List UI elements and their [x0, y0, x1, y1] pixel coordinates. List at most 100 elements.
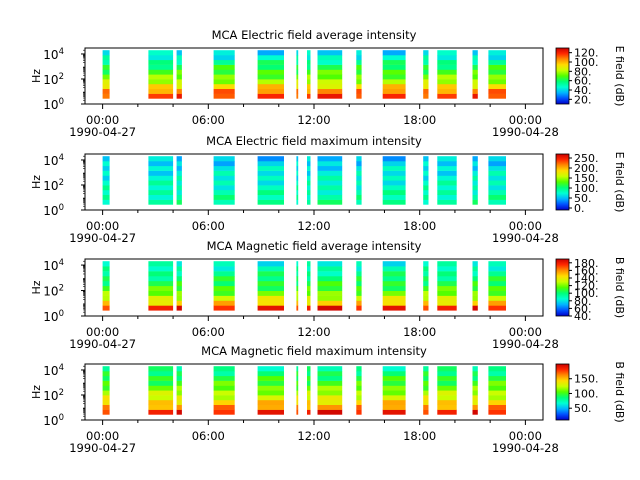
spectrogram-cell	[296, 79, 299, 85]
spectrogram-cell	[296, 271, 299, 277]
y-tick-label: 102	[43, 72, 64, 87]
spectrogram-cell	[176, 189, 182, 195]
spectrogram-cell	[213, 83, 235, 89]
spectrogram-cell	[423, 409, 429, 415]
spectrogram-cell	[488, 290, 506, 296]
spectrogram-cell	[423, 180, 429, 186]
spectrogram-cell	[148, 300, 174, 306]
spectrogram-cell	[423, 83, 429, 89]
y-tick-base: 10	[43, 204, 58, 218]
y-tick-exponent: 4	[59, 363, 64, 373]
spectrogram-cell	[257, 375, 284, 381]
spectrogram-cell	[317, 185, 343, 191]
spectrogram-cell	[382, 199, 406, 205]
spectrogram-cell	[176, 280, 182, 287]
spectrogram-cell	[488, 199, 506, 205]
spectrogram-cell	[472, 74, 478, 80]
spectrogram-cell	[307, 280, 311, 287]
spectrogram-cell	[317, 79, 343, 85]
spectrogram-cell	[437, 83, 457, 89]
spectrogram-cell	[176, 366, 182, 372]
x-date-label: 1990-04-28	[492, 441, 559, 455]
spectrogram-cell	[472, 88, 478, 94]
spectrogram-cell	[317, 199, 343, 205]
spectrogram-cell	[472, 271, 478, 277]
spectrogram-cell	[356, 380, 362, 386]
spectrogram-cell	[382, 93, 406, 99]
spectrogram-cell	[423, 404, 429, 410]
spectrogram-cell	[213, 88, 235, 94]
spectrogram-cell	[437, 175, 457, 181]
spectrogram-cell	[307, 175, 311, 181]
spectrogram-cell	[437, 180, 457, 186]
spectrogram-cell	[257, 395, 284, 401]
spectrogram-cell	[488, 93, 506, 99]
spectrogram-cell	[423, 261, 429, 267]
spectrogram-cell	[356, 79, 362, 85]
spectrogram-cell	[382, 185, 406, 191]
spectrogram-cell	[257, 271, 284, 277]
spectrogram-cell	[307, 305, 311, 311]
spectrogram-cell	[102, 266, 110, 272]
spectrogram-cell	[356, 59, 362, 65]
spectrogram-cell	[296, 409, 299, 415]
spectrogram-cell	[437, 55, 457, 61]
spectrogram-cell	[356, 395, 362, 401]
spectrogram-cell	[296, 295, 299, 301]
x-tick-label: 18:00	[403, 325, 436, 339]
x-tick-label: 06:00	[192, 219, 225, 233]
spectrogram-cell	[176, 161, 182, 167]
spectrogram-cell	[102, 399, 110, 405]
spectrogram-cell	[148, 390, 174, 396]
spectrogram-cell	[102, 390, 110, 396]
spectrogram-cell	[213, 305, 235, 311]
colorbar-tick-label: 60.	[574, 302, 592, 315]
spectrogram-cell	[148, 50, 174, 56]
spectrogram-cell	[213, 69, 235, 75]
spectrogram-cell	[296, 380, 299, 386]
spectrogram-cell	[176, 64, 182, 70]
y-tick-label: 104	[43, 153, 64, 168]
spectrogram-cell	[213, 165, 235, 171]
spectrogram-cell	[257, 175, 284, 181]
spectrogram-cell	[356, 156, 362, 162]
spectrogram-cell	[472, 371, 478, 377]
spectrogram-cell	[176, 199, 182, 205]
spectrogram-cell	[472, 185, 478, 191]
spectrogram-cell	[382, 156, 406, 162]
y-tick-exponent: 0	[59, 203, 64, 213]
spectrogram-cell	[472, 280, 478, 287]
spectrogram-cell	[213, 295, 235, 301]
spectrogram-cell	[148, 93, 174, 99]
y-tick-base: 10	[43, 154, 58, 168]
colorbar-tick-label: 80.	[574, 65, 592, 78]
spectrogram-cell	[437, 59, 457, 65]
spectrogram-cell	[257, 385, 284, 391]
spectrogram-cell	[307, 409, 311, 415]
spectrogram-cell	[317, 300, 343, 306]
y-tick-exponent: 4	[59, 153, 64, 163]
spectrogram-cell	[356, 64, 362, 70]
spectrogram-cell	[317, 295, 343, 301]
spectrogram-cell	[382, 170, 406, 176]
spectrogram-cell	[296, 170, 299, 176]
spectrogram-cell	[317, 290, 343, 296]
spectrogram-cell	[488, 371, 506, 377]
spectrogram-cell	[437, 50, 457, 56]
spectrogram-cell	[257, 199, 284, 205]
spectrogram-cell	[356, 371, 362, 377]
spectrogram-cell	[472, 69, 478, 75]
spectrogram-cell	[176, 93, 182, 99]
spectrogram-cell	[307, 83, 311, 89]
spectrogram-cell	[317, 390, 343, 396]
y-tick-exponent: 2	[59, 72, 64, 82]
spectrogram-cell	[382, 83, 406, 89]
spectrogram-cell	[423, 399, 429, 405]
spectrogram-cell	[176, 409, 182, 415]
spectrogram-cell	[257, 69, 284, 75]
spectrogram-cell	[148, 165, 174, 171]
spectrogram-cell	[356, 404, 362, 410]
spectrogram-cell	[176, 156, 182, 162]
spectrogram-cell	[307, 79, 311, 85]
colorbar-tick-label: 40.	[574, 84, 592, 97]
